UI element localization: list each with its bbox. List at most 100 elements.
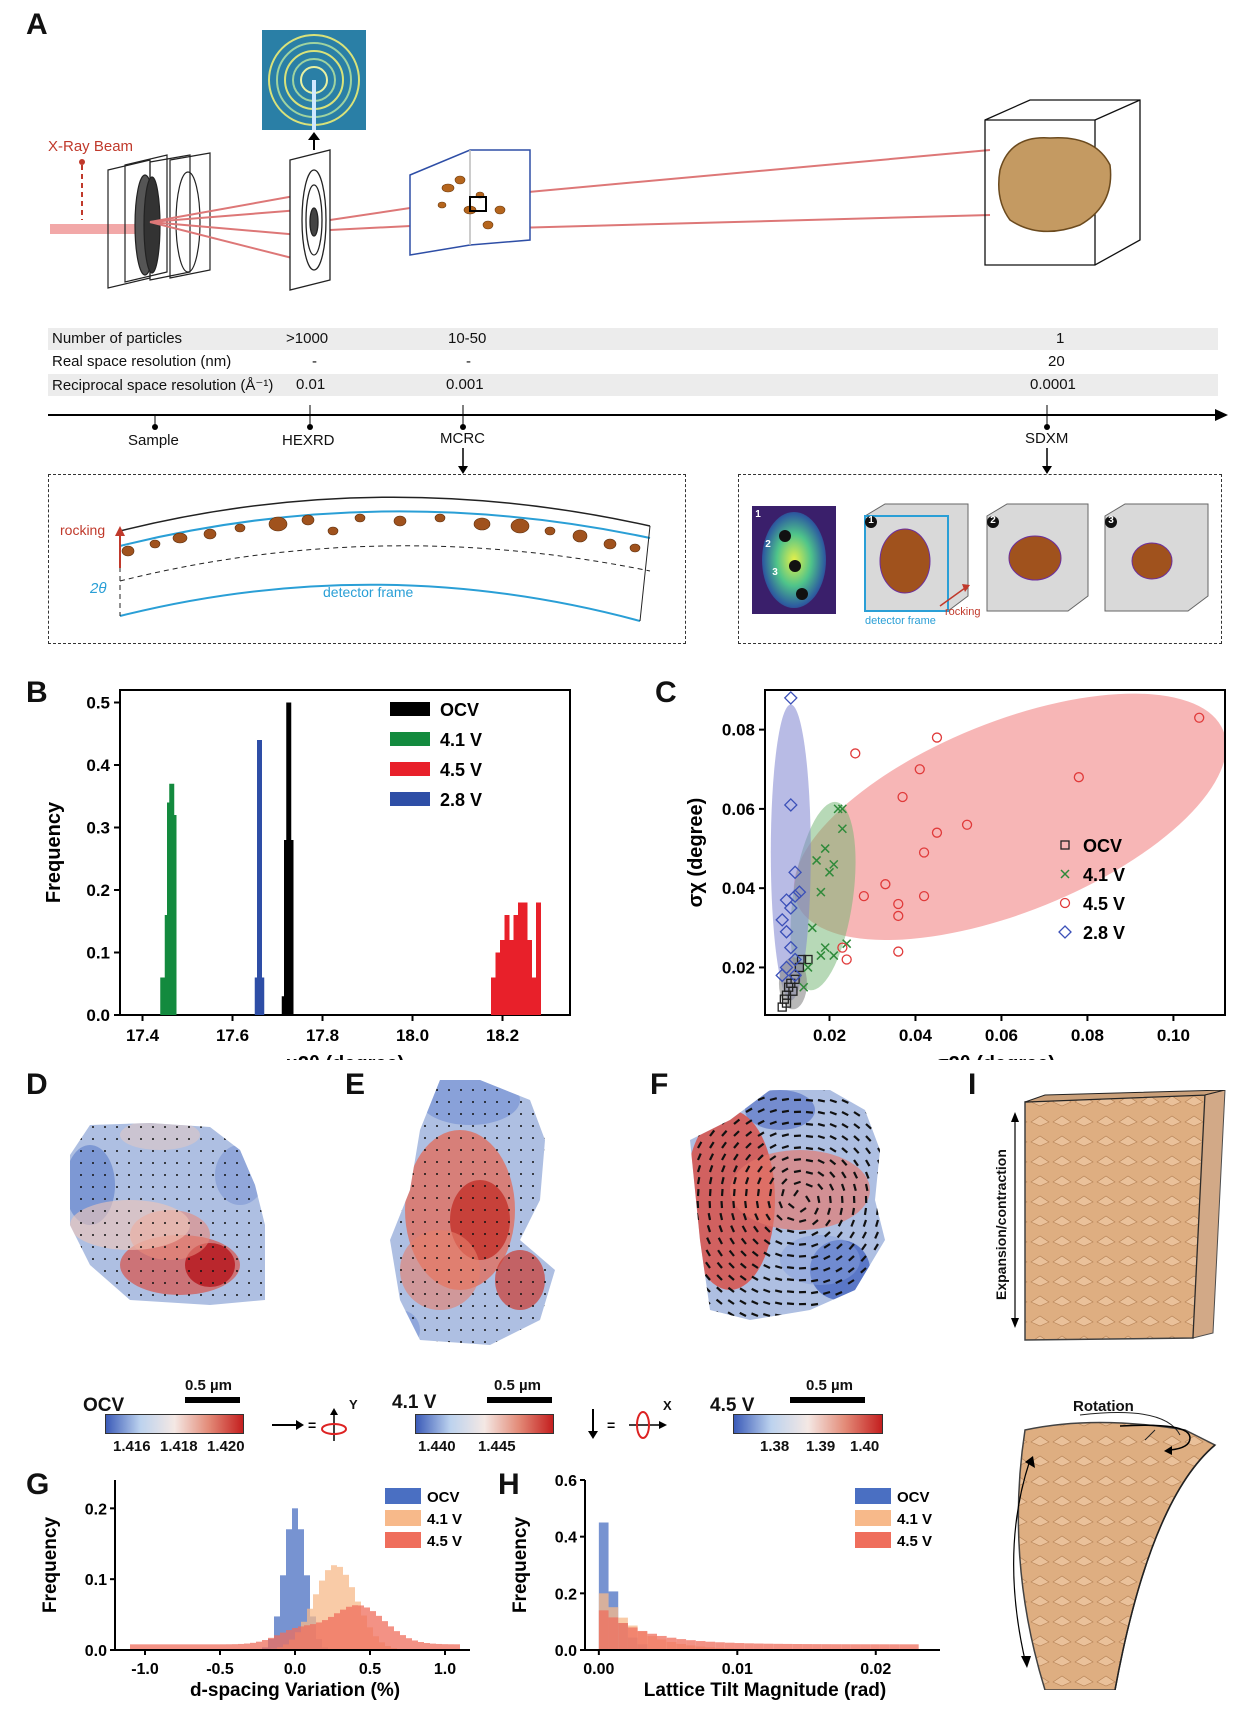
map-e-tick-2: 1.445 [478, 1438, 516, 1455]
panel-g-label: G [26, 1468, 50, 1501]
data-point [803, 954, 813, 965]
bar [136, 1644, 142, 1650]
legend-swatch [385, 1532, 421, 1548]
bar [724, 1642, 735, 1650]
data-point [931, 732, 943, 743]
sdxm-particle [998, 136, 1112, 233]
legend-marker [1060, 840, 1070, 850]
data-point [783, 940, 798, 955]
data-point [781, 998, 792, 1008]
bar [734, 1643, 745, 1650]
x-tick-label: -1.0 [131, 1661, 159, 1678]
data-point [837, 942, 848, 953]
bar [394, 1631, 400, 1650]
mcrc-zoom-illustration [115, 496, 651, 622]
x-tick-label: 17.6 [216, 1026, 249, 1045]
bar [364, 1607, 370, 1650]
bar [909, 1644, 919, 1650]
y-tick-label: 0.2 [86, 881, 110, 900]
bar [531, 977, 537, 1015]
bar [899, 1644, 909, 1650]
bar [334, 1613, 340, 1650]
bar [513, 915, 519, 1015]
mcrc-zoom-box [48, 474, 686, 644]
bar [763, 1643, 774, 1650]
data-point [880, 879, 891, 890]
x-tick-label: 0.00 [583, 1661, 614, 1678]
bar [325, 1570, 331, 1650]
bar [666, 1637, 677, 1650]
bar [337, 1566, 343, 1650]
axis-label-mcrc: MCRC [440, 430, 485, 447]
bar [500, 940, 505, 1015]
bar [889, 1644, 900, 1650]
data-point [897, 791, 908, 803]
data-point [783, 901, 798, 915]
bar [298, 1529, 304, 1650]
bar [298, 1626, 304, 1650]
table-row-particles: Number of particles >1000 10-50 1 [48, 328, 1218, 350]
panel-h-label: H [498, 1468, 520, 1501]
data-point [779, 960, 794, 975]
bar [154, 1644, 160, 1650]
map-f-state: 4.5 V [710, 1395, 755, 1416]
bar [783, 1643, 793, 1650]
bar [214, 1644, 220, 1650]
map-d-tick-3: 1.420 [207, 1438, 245, 1455]
axis-label-sdxm: SDXM [1025, 430, 1069, 447]
bar [504, 915, 510, 1015]
y-tick-label: 0.1 [85, 1572, 107, 1589]
bar [148, 1644, 154, 1650]
bar [647, 1633, 657, 1650]
data-point [783, 691, 798, 705]
sdxm-box-3: 3 [1108, 515, 1114, 526]
bar [388, 1626, 394, 1650]
legend-label: 4.5 V [897, 1533, 932, 1550]
data-point [918, 847, 930, 858]
bar [322, 1620, 328, 1650]
mcrc-rocking-label: rocking [60, 522, 106, 538]
sample-holder [107, 152, 211, 289]
bar [130, 1644, 136, 1650]
scatter-sigma: 0.02 0.04 0.06 0.08 0.02 0.04 0.06 0.08 0.10 OCV 4… [685, 689, 1226, 1060]
bar [522, 902, 528, 1015]
bar [232, 1644, 238, 1650]
bar [860, 1644, 871, 1650]
bar [238, 1643, 244, 1650]
bar [618, 1623, 628, 1650]
bar [262, 1640, 268, 1650]
x-ray-beam-label: X-Ray Beam [48, 138, 134, 155]
legend-swatch [385, 1488, 421, 1504]
bar [142, 1644, 148, 1650]
data-point [803, 962, 813, 972]
data-point [829, 951, 839, 961]
bar [773, 1643, 783, 1650]
map-f-scale-label: 0.5 µm [806, 1377, 853, 1394]
legend-label: 4.1 V [427, 1511, 462, 1528]
map-d-tick-2: 1.418 [160, 1438, 198, 1455]
strain-map-4-5v [690, 1090, 885, 1320]
bar [424, 1643, 430, 1650]
x-tick-label: 1.0 [434, 1661, 456, 1678]
data-point [796, 954, 807, 965]
svg-text:=: = [607, 1417, 615, 1433]
bar [346, 1606, 352, 1650]
data-point [807, 923, 817, 933]
y-tick-label: 0.0 [85, 1643, 107, 1660]
legend-label: 4.1 V [440, 730, 482, 750]
bar [256, 1641, 262, 1650]
panel-f-label: F [650, 1068, 669, 1101]
ellipse-4-5v [793, 693, 1225, 941]
y-tick-label: 0.06 [722, 800, 755, 819]
bar [382, 1621, 388, 1650]
bar [340, 1609, 346, 1650]
experiment-schematic [50, 30, 1141, 291]
data-point [931, 827, 943, 838]
bar [328, 1616, 334, 1650]
data-point [812, 855, 822, 865]
mcrc-detector-frame-label: detector frame [323, 584, 414, 600]
data-point [858, 890, 870, 902]
data-point [842, 939, 852, 949]
map-field [70, 1123, 265, 1305]
bar [821, 1644, 832, 1650]
